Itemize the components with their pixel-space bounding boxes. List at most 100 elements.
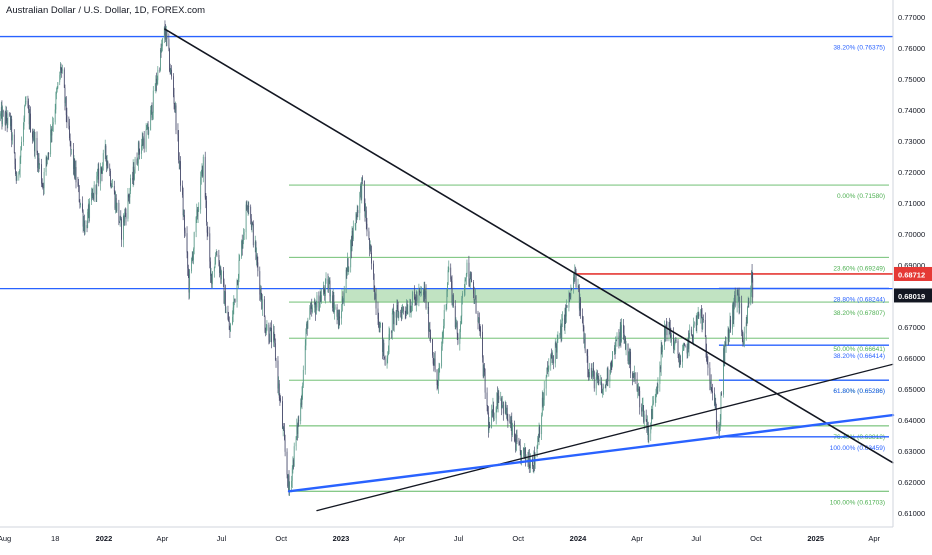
candle-body <box>261 299 263 309</box>
candle-body <box>219 268 221 273</box>
candle-body <box>586 350 588 356</box>
candle-body <box>716 426 718 428</box>
candle-body <box>2 111 4 113</box>
candle-body <box>205 197 207 201</box>
candle-body <box>180 161 181 186</box>
candle-body <box>327 279 329 290</box>
candle-body <box>278 383 280 389</box>
fib-level-label: 38.20% (0.76375) <box>833 45 885 52</box>
candle-body <box>55 93 57 110</box>
candle-body <box>301 393 303 405</box>
candle-body <box>486 392 488 406</box>
candle-body <box>238 260 240 279</box>
candle-body <box>347 258 349 272</box>
candle-body <box>0 113 2 117</box>
candle-body <box>92 193 94 197</box>
candle-body <box>115 197 117 209</box>
candle-body <box>302 385 304 394</box>
candle-body <box>751 271 753 279</box>
candle-body <box>678 359 680 367</box>
candle-body <box>27 101 29 107</box>
candle-body <box>114 191 116 209</box>
candle-body <box>502 401 504 414</box>
candle-body <box>152 112 154 118</box>
y-tick-label: 0.61000 <box>898 509 925 518</box>
candle-body <box>260 288 262 299</box>
candle-body <box>624 338 626 339</box>
x-tick-label: 18 <box>51 534 59 543</box>
candle-body <box>106 155 107 166</box>
candle-body <box>595 377 597 389</box>
candle-body <box>507 419 509 422</box>
candle-body <box>363 180 365 205</box>
candle-body <box>320 296 322 302</box>
x-tick-label: Apr <box>157 534 169 543</box>
candle-body <box>560 325 561 335</box>
candle-body <box>627 343 629 361</box>
y-tick-label: 0.62000 <box>898 478 925 487</box>
candle-body <box>657 383 659 389</box>
candle-body <box>154 89 156 91</box>
candle-body <box>437 385 439 387</box>
candle-body <box>387 354 389 359</box>
candle-body <box>651 409 652 423</box>
candle-body <box>545 376 547 389</box>
x-tick-label: Jul <box>454 534 464 543</box>
candle-body <box>65 97 66 104</box>
candle-body <box>257 262 259 272</box>
candle-body <box>592 368 594 376</box>
candle-body <box>532 466 534 469</box>
candle-body <box>109 167 111 172</box>
candle-body <box>291 468 293 481</box>
candle-body <box>747 302 749 307</box>
candle-body <box>237 278 239 285</box>
candle-body <box>337 313 339 328</box>
candle-body <box>575 270 576 272</box>
candle-body <box>656 387 657 396</box>
price-label-box <box>894 266 932 281</box>
candle-body <box>496 393 498 408</box>
candle-body <box>691 329 693 336</box>
candle-body <box>297 425 298 434</box>
candle-body <box>159 69 161 71</box>
candle-body <box>111 186 113 187</box>
candle-body <box>41 183 43 185</box>
candle-body <box>707 363 709 368</box>
candle-body <box>80 203 81 205</box>
candle-body <box>291 480 293 487</box>
candle-body <box>341 298 343 311</box>
candle-body <box>415 295 417 305</box>
candle-body <box>147 124 148 130</box>
candle-body <box>625 343 627 350</box>
candle-body <box>42 184 44 187</box>
candle-body <box>245 204 247 233</box>
candle-body <box>725 341 726 346</box>
fib-level-label: 38.20% (0.67807) <box>833 310 885 317</box>
candle-body <box>489 424 491 428</box>
x-tick-label: Apr <box>868 534 880 543</box>
candle-body <box>393 312 395 325</box>
candle-body <box>173 95 175 104</box>
candle-body <box>355 214 357 224</box>
candle-body <box>209 233 211 262</box>
candle-body <box>316 295 318 308</box>
candle-body <box>729 319 731 331</box>
candle-body <box>715 408 717 427</box>
candle-body <box>418 290 420 301</box>
candle-body <box>601 388 603 393</box>
candle-body <box>638 388 639 391</box>
candle-body <box>270 327 272 329</box>
candle-body <box>498 395 500 400</box>
candle-body <box>161 46 163 52</box>
candle-body <box>236 280 238 302</box>
candle-body <box>263 299 265 317</box>
candle-body <box>273 331 274 343</box>
candle-body <box>665 324 667 327</box>
candle-body <box>543 399 544 406</box>
candle-body <box>189 271 191 293</box>
candle-body <box>656 387 658 389</box>
candle-body <box>580 298 582 316</box>
candle-body <box>386 358 388 365</box>
candle-body <box>139 151 141 154</box>
